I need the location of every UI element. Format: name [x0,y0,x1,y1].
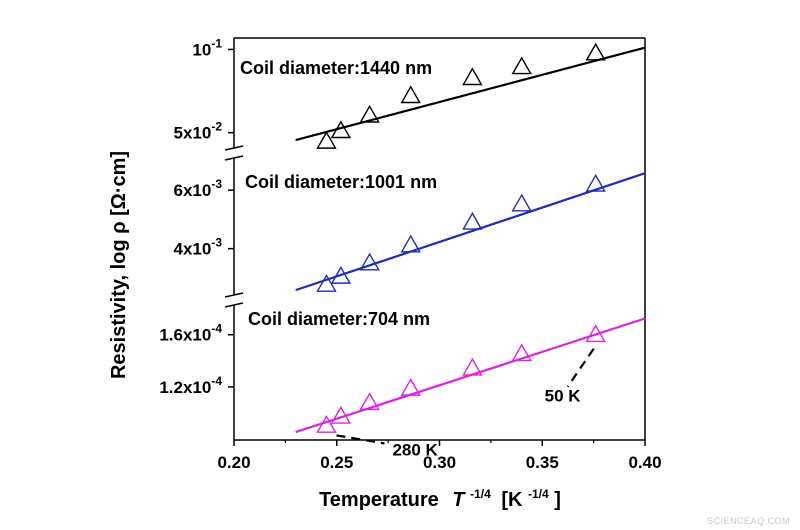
data-point-triangle [511,56,532,75]
axis-break-mark-1-0 [224,292,244,298]
fit-line [295,46,646,142]
data-point-triangle [359,104,380,123]
series-2: Coil diameter:704 nm [248,309,646,434]
data-point-triangle [400,377,421,396]
watermark: SCIENCEAQ.COM [707,516,790,526]
x-axis-unit-exp: -1/4 [528,487,549,501]
axis-breaks [224,145,244,308]
x-tick-label: 0.30 [423,453,456,472]
data-point-triangle [330,120,352,139]
x-axis-title-text: Temperature [319,489,439,511]
annotations: 280 K 50 K [336,348,595,459]
y-tick-label: 1.2x10-4 [159,374,222,397]
series-0: Coil diameter:1440 nm [240,42,646,149]
data-point-triangle [585,42,606,61]
x-axis-unit-close: ] [554,489,561,511]
x-tick-label: 0.20 [217,453,250,472]
annotation-label: 280 K [392,440,438,459]
data-point-triangle [462,357,483,376]
data-point-triangle [359,392,380,411]
y-axis-title: Resistivity, log ρ [Ω·cm] [108,151,130,379]
series-label: Coil diameter:1001 nm [245,172,437,192]
data-point-triangle [400,85,421,104]
axis-ticks: 0.20 0.25 0.30 0.35 0.40 10-1 5x10-2 6x10-3 4x10… [159,36,661,472]
annotation-leader [566,348,595,388]
y-tick-label: 5x10-2 [174,120,223,143]
series-1: Coil diameter:1001 nm [245,172,646,292]
data-point-triangle [585,324,606,343]
axis-break-mark-1-1 [224,302,244,308]
data-point-triangle [330,405,352,424]
data-point-triangle [316,130,337,149]
annotation-label: 50 K [545,387,582,406]
axis-break-mark-0-1 [224,155,244,161]
y-tick-label: 6x10-3 [174,177,223,200]
series-layer: Coil diameter:1440 nm Coil diameter:1001 … [240,42,646,434]
series-label: Coil diameter:704 nm [248,309,430,329]
axis-break-mark-0-0 [224,145,244,151]
annotation-leader [336,434,385,445]
y-tick-label: 10-1 [192,36,222,59]
x-tick-label: 0.40 [628,453,661,472]
data-point-triangle [316,415,337,433]
fit-line [295,172,646,292]
x-axis-title-symbol: T [452,489,466,511]
series-label: Coil diameter:1440 nm [240,58,432,78]
x-axis-title: Temperature T -1/4 [K -1/4 ] [319,481,561,511]
x-tick-label: 0.35 [526,453,559,472]
data-point-triangle [359,252,380,271]
axes-frame [233,37,646,441]
y-tick-label: 1.6x10-4 [159,322,222,345]
data-point-triangle [400,234,421,253]
data-point-triangle [330,265,352,284]
x-tick-label: 0.25 [320,453,353,472]
x-axis-title-exp: -1/4 [470,487,491,501]
x-axis-unit-open: [K [501,489,523,511]
y-tick-label: 4x10-3 [174,236,223,259]
data-point-triangle [585,173,606,192]
data-point-triangle [511,193,532,212]
data-point-triangle [511,343,532,362]
data-point-triangle [462,67,483,86]
data-point-triangle [462,211,483,230]
